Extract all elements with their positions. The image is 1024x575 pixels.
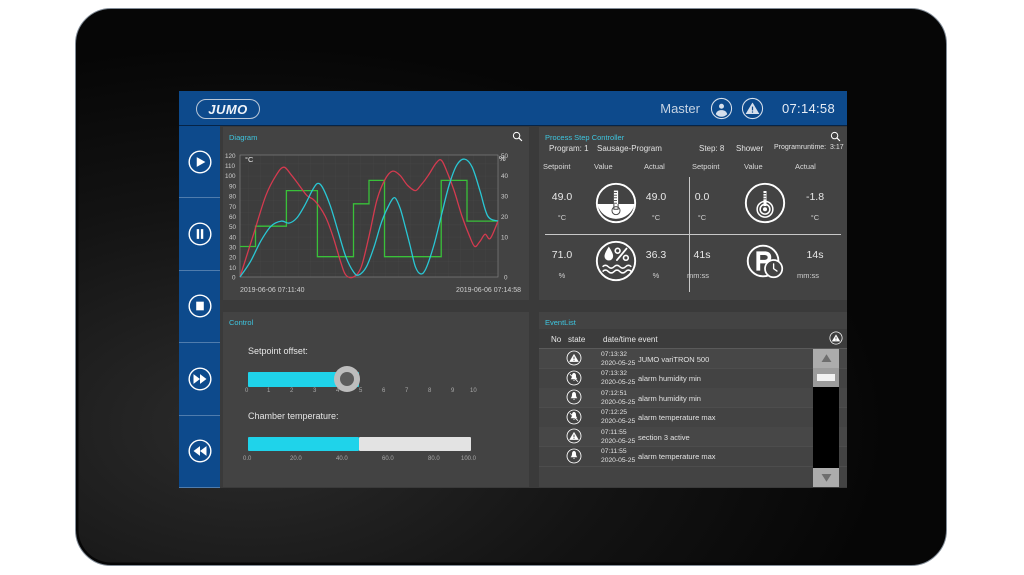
svg-text:10: 10 [501,234,509,241]
svg-text:80: 80 [229,194,237,201]
svg-text:50: 50 [501,153,509,160]
svg-text:50: 50 [229,224,237,231]
svg-text:110: 110 [225,163,236,170]
svg-text:0: 0 [504,275,508,282]
svg-text:30: 30 [501,194,509,201]
svg-text:70: 70 [229,204,237,211]
svg-text:120: 120 [225,153,236,160]
svg-text:2019-06-06 07:11:40: 2019-06-06 07:11:40 [240,287,305,294]
svg-text:40: 40 [229,234,237,241]
svg-text:100: 100 [225,173,236,180]
svg-text:40: 40 [501,173,509,180]
svg-text:°C: °C [245,155,254,164]
svg-text:30: 30 [229,245,237,252]
svg-text:90: 90 [229,184,237,191]
svg-text:60: 60 [229,214,237,221]
svg-text:2019-06-06 07:14:58: 2019-06-06 07:14:58 [456,287,521,294]
svg-text:20: 20 [229,255,237,262]
svg-text:0: 0 [232,275,236,282]
svg-text:20: 20 [501,214,509,221]
svg-text:10: 10 [229,265,237,272]
